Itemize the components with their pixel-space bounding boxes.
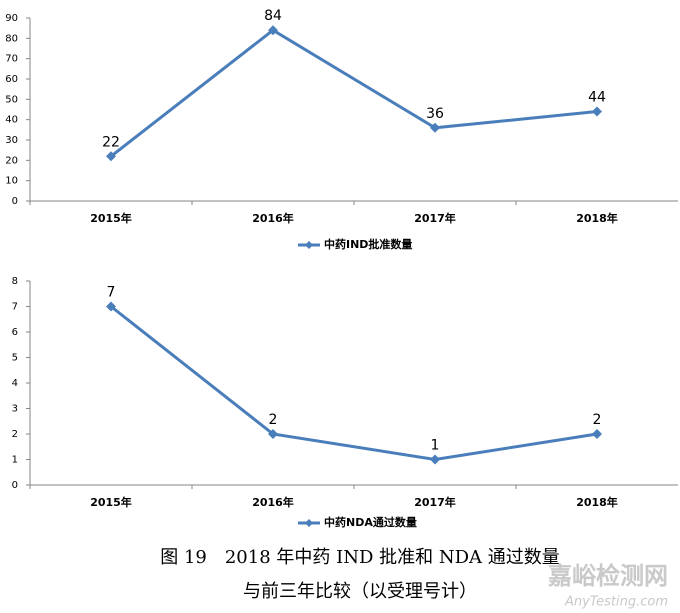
marker bbox=[268, 25, 278, 36]
x-tick-label: 2018年 bbox=[576, 211, 618, 225]
legend-label: 中药IND批准数量 bbox=[324, 237, 412, 251]
data-label: 22 bbox=[102, 134, 120, 150]
y-tick-label: 90 bbox=[5, 13, 18, 24]
y-tick-label: 3 bbox=[12, 404, 18, 415]
line bbox=[110, 28, 598, 158]
y-tick-label: 5 bbox=[12, 353, 18, 364]
data-label: 2 bbox=[269, 412, 278, 428]
y-tick-label: 30 bbox=[5, 135, 18, 146]
y-tick-label: 40 bbox=[5, 115, 18, 126]
x-tick-label: 2017年 bbox=[414, 211, 456, 225]
line bbox=[110, 305, 598, 462]
y-tick-label: 6 bbox=[12, 327, 18, 338]
marker bbox=[106, 151, 116, 162]
y-tick-label: 7 bbox=[12, 302, 18, 313]
y-tick-label: 0 bbox=[12, 196, 18, 207]
marker bbox=[268, 429, 278, 439]
y-tick-label: 0 bbox=[12, 480, 18, 491]
marker bbox=[592, 429, 602, 439]
caption-line: 图 19 2018 年中药 IND 批准和 NDA 通过数量 bbox=[160, 547, 560, 568]
x-tick-label: 2018年 bbox=[576, 495, 618, 509]
y-tick-label: 70 bbox=[5, 54, 18, 65]
x-tick-label: 2016年 bbox=[252, 211, 294, 225]
marker bbox=[106, 301, 116, 312]
watermark: 嘉峪检测网 bbox=[548, 562, 668, 590]
data-label: 2 bbox=[593, 412, 602, 428]
y-tick-label: 10 bbox=[5, 176, 18, 187]
x-tick-label: 2017年 bbox=[414, 495, 456, 509]
x-tick-label: 2015年 bbox=[90, 495, 132, 509]
y-tick-label: 1 bbox=[12, 455, 18, 466]
y-tick-label: 50 bbox=[5, 94, 18, 105]
watermark: AnyTesting.com bbox=[564, 595, 668, 610]
y-tick-label: 20 bbox=[5, 155, 18, 166]
marker bbox=[592, 106, 602, 117]
data-label: 7 bbox=[107, 285, 116, 301]
data-label: 84 bbox=[264, 8, 282, 24]
data-label: 36 bbox=[426, 106, 444, 122]
marker bbox=[430, 454, 440, 465]
y-tick-label: 8 bbox=[12, 276, 18, 287]
x-tick-label: 2016年 bbox=[252, 495, 294, 509]
legend-label: 中药NDA通过数量 bbox=[324, 515, 417, 529]
data-label: 44 bbox=[588, 90, 606, 106]
marker bbox=[430, 122, 440, 133]
caption-line: 与前三年比较（以受理号计） bbox=[243, 581, 477, 602]
y-tick-label: 80 bbox=[5, 33, 18, 44]
x-tick-label: 2015年 bbox=[90, 211, 132, 225]
y-tick-label: 60 bbox=[5, 74, 18, 85]
y-tick-label: 2 bbox=[12, 429, 18, 440]
legend-marker bbox=[305, 519, 313, 527]
y-tick-label: 4 bbox=[12, 378, 18, 389]
legend-marker bbox=[305, 241, 313, 249]
data-label: 1 bbox=[431, 438, 440, 454]
